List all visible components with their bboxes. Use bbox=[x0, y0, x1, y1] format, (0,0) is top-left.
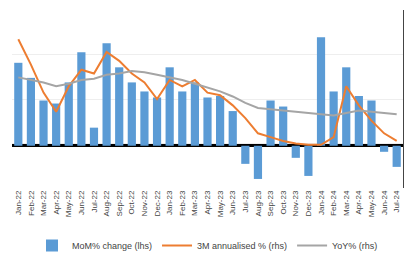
svg-text:Jul-24: Jul-24 bbox=[392, 190, 401, 212]
svg-text:Apr-24: Apr-24 bbox=[354, 190, 363, 215]
svg-text:Feb-23: Feb-23 bbox=[178, 190, 187, 216]
svg-text:YoY% (rhs): YoY% (rhs) bbox=[332, 241, 377, 251]
svg-text:Feb-24: Feb-24 bbox=[329, 190, 338, 216]
svg-text:Jun-23: Jun-23 bbox=[228, 190, 237, 215]
svg-text:Feb-22: Feb-22 bbox=[27, 190, 36, 216]
svg-text:Sep-22: Sep-22 bbox=[115, 190, 124, 216]
svg-text:Jan-22: Jan-22 bbox=[14, 190, 23, 215]
svg-text:Mar-22: Mar-22 bbox=[39, 190, 48, 216]
svg-text:May-24: May-24 bbox=[367, 190, 376, 217]
svg-text:Aug-23: Aug-23 bbox=[254, 190, 263, 216]
svg-text:Dec-23: Dec-23 bbox=[304, 190, 313, 216]
svg-text:MoM% change (lhs): MoM% change (lhs) bbox=[72, 241, 152, 251]
svg-text:Apr-22: Apr-22 bbox=[52, 190, 61, 215]
svg-text:Jan-24: Jan-24 bbox=[317, 190, 326, 215]
svg-text:Jan-23: Jan-23 bbox=[165, 190, 174, 215]
svg-text:May-23: May-23 bbox=[216, 190, 225, 217]
svg-text:Dec-22: Dec-22 bbox=[153, 190, 162, 216]
svg-text:Jun-22: Jun-22 bbox=[77, 190, 86, 215]
svg-text:Sep-23: Sep-23 bbox=[266, 190, 275, 216]
svg-text:Jul-22: Jul-22 bbox=[90, 190, 99, 212]
svg-text:Nov-23: Nov-23 bbox=[291, 190, 300, 216]
svg-text:Mar-24: Mar-24 bbox=[342, 190, 351, 216]
svg-text:Mar-23: Mar-23 bbox=[190, 190, 199, 216]
svg-text:Jul-23: Jul-23 bbox=[241, 190, 250, 212]
svg-text:Oct-22: Oct-22 bbox=[127, 190, 136, 215]
svg-text:Nov-22: Nov-22 bbox=[140, 190, 149, 216]
svg-text:May-22: May-22 bbox=[64, 190, 73, 217]
svg-text:Apr-23: Apr-23 bbox=[203, 190, 212, 215]
svg-text:Aug-22: Aug-22 bbox=[102, 190, 111, 216]
svg-text:Jun-24: Jun-24 bbox=[380, 190, 389, 215]
svg-text:Oct-23: Oct-23 bbox=[279, 190, 288, 215]
svg-text:3M annualised % (rhs): 3M annualised % (rhs) bbox=[197, 241, 287, 251]
